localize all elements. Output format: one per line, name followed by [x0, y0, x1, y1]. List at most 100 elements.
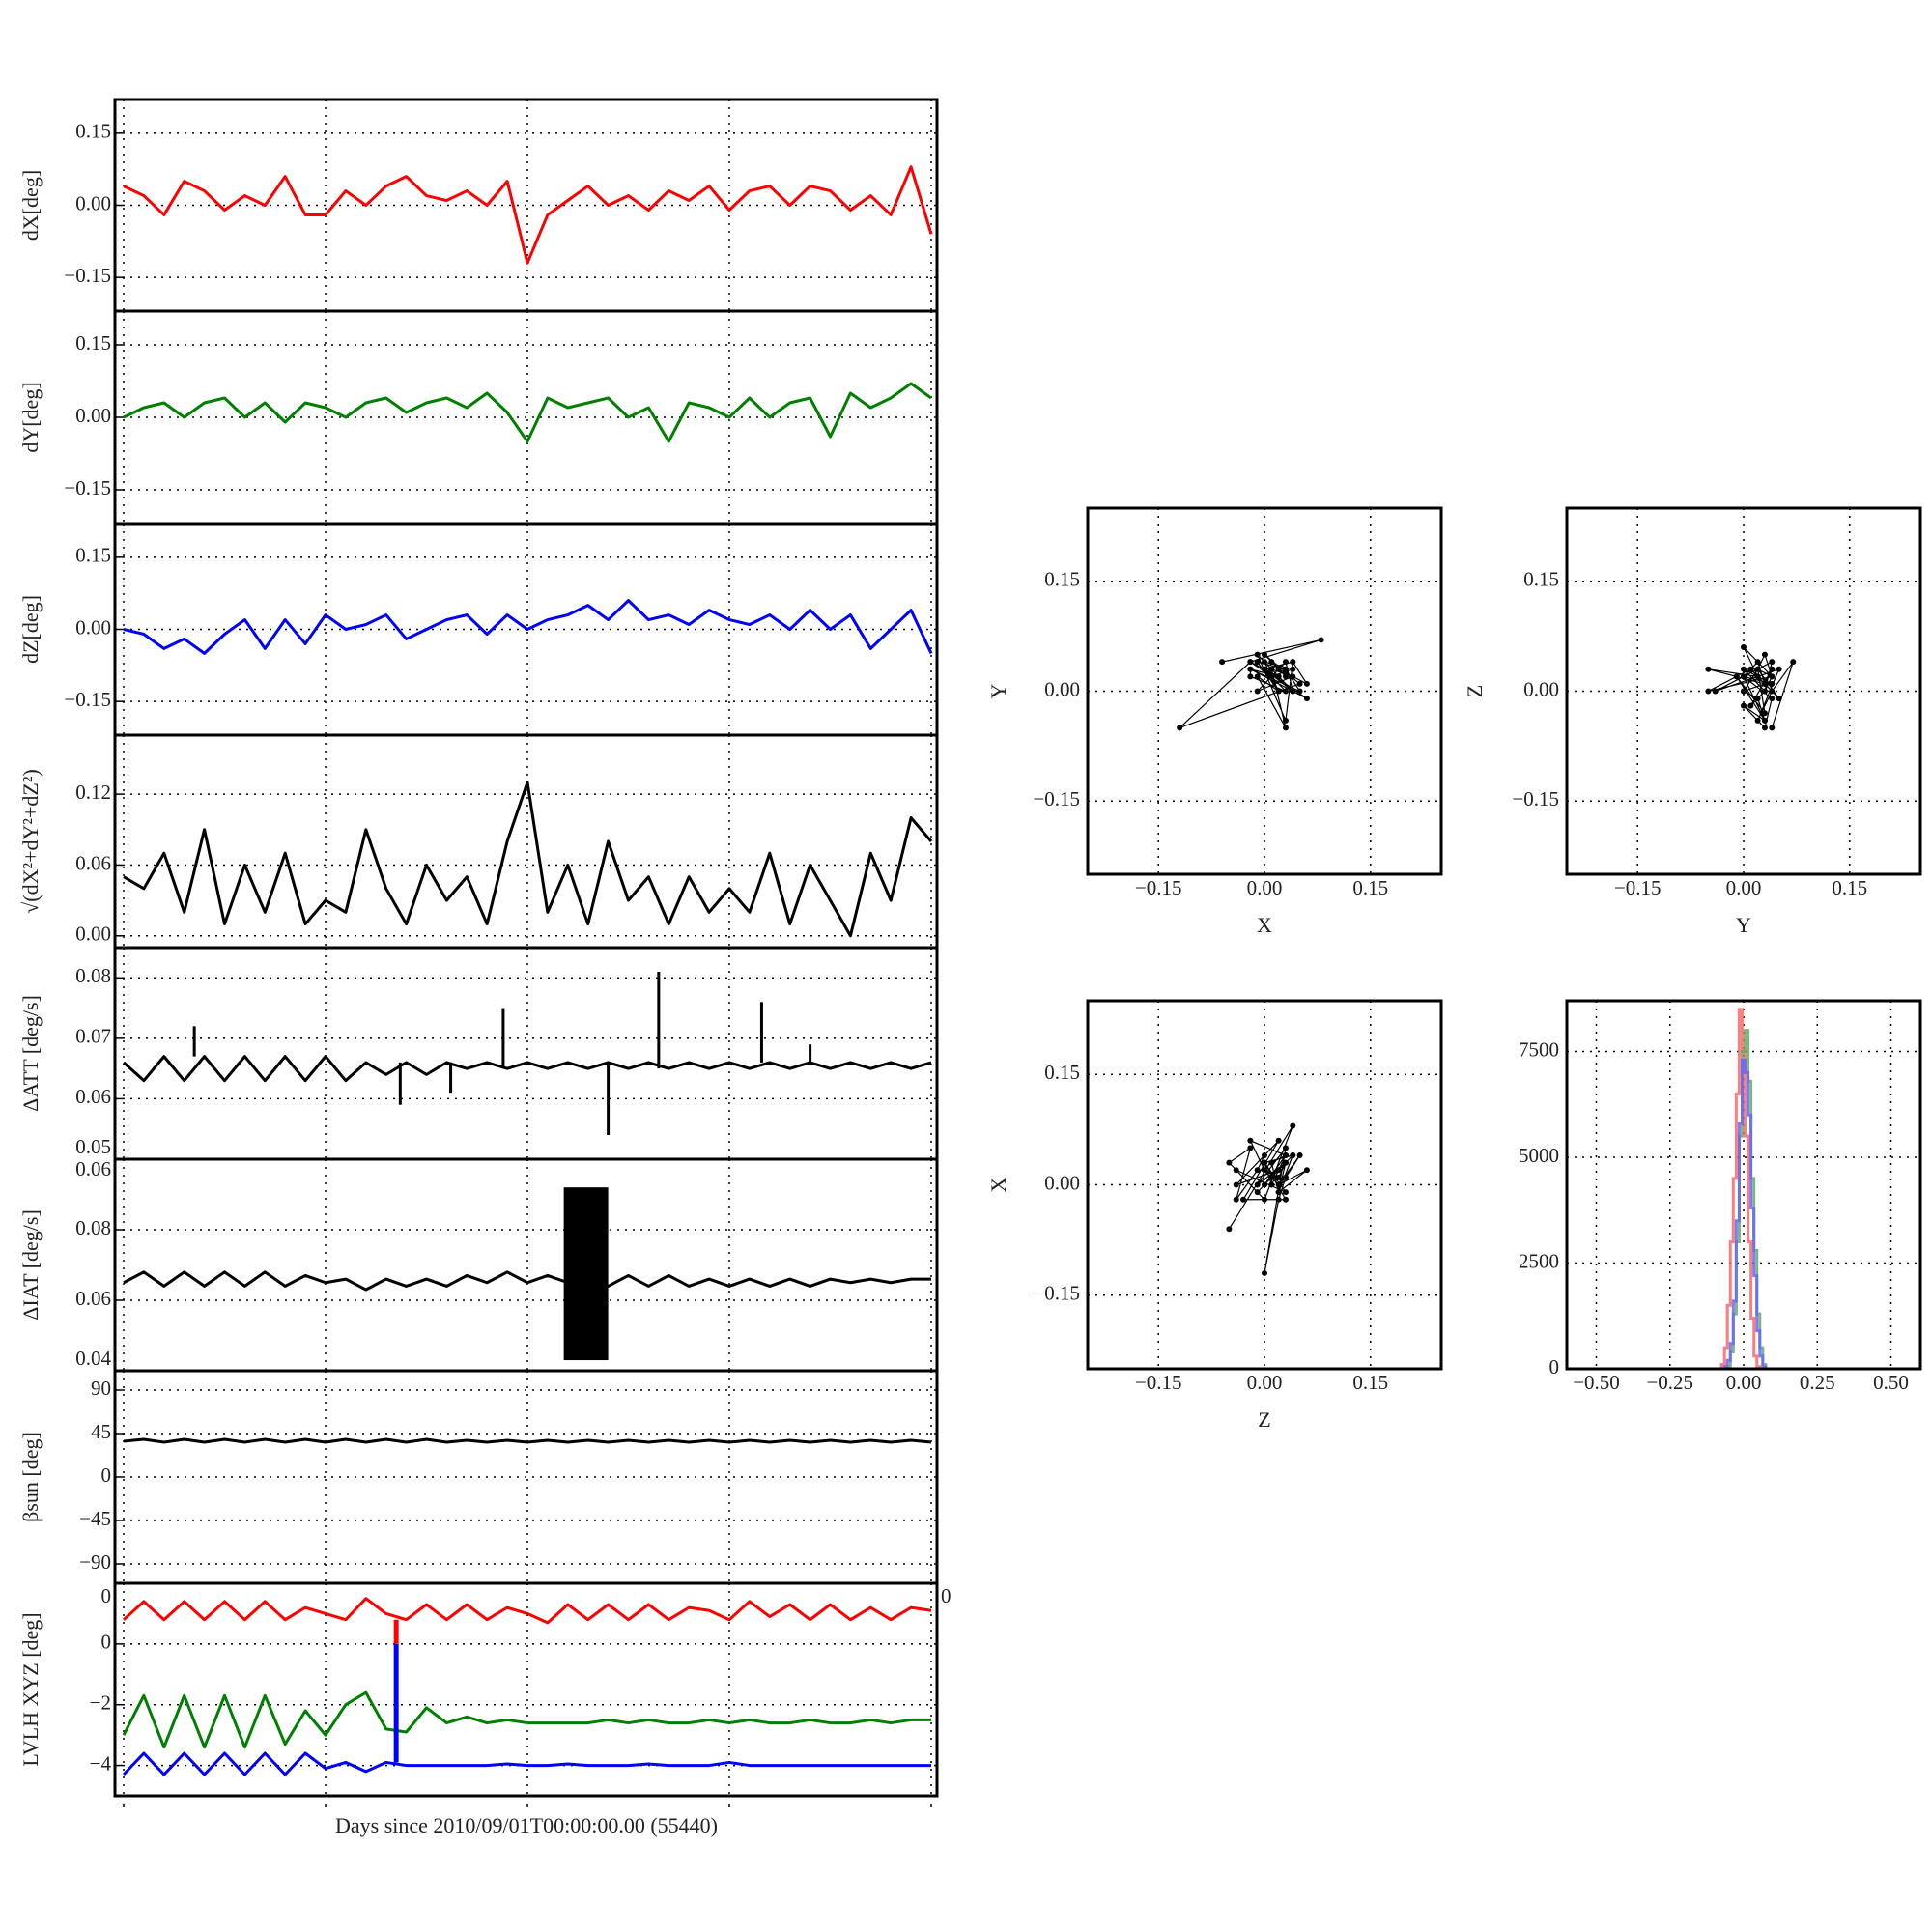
panel-lvlh	[113, 1581, 939, 1798]
y-axis-label: ΔIAT [deg/s]	[18, 1209, 43, 1321]
scatter-point	[1747, 702, 1754, 709]
scatter-point	[1247, 1145, 1254, 1151]
y-tick-label: 2500	[1519, 1249, 1559, 1272]
scatter-point	[1233, 1181, 1239, 1188]
scatter-point	[1769, 724, 1776, 731]
y-tick-label: 0.00	[1523, 677, 1559, 700]
scatter-point	[1275, 673, 1282, 680]
scatter-zx	[1086, 999, 1443, 1371]
y-tick-label: 0.00	[75, 191, 111, 214]
axes-frame	[1086, 506, 1443, 876]
scatter-point	[1282, 688, 1289, 695]
y-tick-label: 0.06	[75, 1157, 111, 1180]
scatter-point	[1741, 666, 1747, 672]
scatter-point	[1733, 673, 1740, 680]
x-tick-label: −0.15	[1135, 1371, 1182, 1394]
scatter-point	[1282, 666, 1289, 672]
scatter-point	[1247, 673, 1254, 680]
scatter-point	[1262, 1196, 1267, 1203]
scatter-point	[1268, 1159, 1275, 1166]
scatter-point	[1282, 1145, 1289, 1151]
scatter-point	[1275, 1189, 1282, 1196]
scatter-point	[1776, 666, 1782, 672]
scatter-point	[1761, 680, 1768, 687]
scatter-point	[1233, 1196, 1239, 1203]
x-tick-label: 0.00	[1247, 876, 1283, 899]
y-tick-label: 0.00	[75, 923, 111, 946]
scatter-point	[1233, 1167, 1239, 1174]
scatter-point	[1240, 1196, 1247, 1203]
y-axis-label: Y	[986, 683, 1010, 698]
x-tick-label: 0.00	[1726, 1371, 1762, 1394]
scatter-point	[1282, 1174, 1289, 1180]
x-tick-label: 0	[101, 1584, 112, 1607]
y-tick-label: 0	[101, 1463, 112, 1487]
y-tick-label: 90	[91, 1377, 111, 1400]
scatter-point	[1247, 666, 1254, 672]
y-tick-label: −0.15	[1512, 787, 1559, 810]
y-tick-label: −90	[79, 1550, 111, 1574]
series-line-x	[122, 1597, 932, 1625]
scatter-point	[1296, 688, 1303, 695]
scatter-point	[1761, 710, 1768, 717]
panel-frame	[113, 1581, 939, 1798]
scatter-point	[1262, 666, 1267, 672]
scatter-point	[1769, 666, 1776, 672]
scatter-point	[1754, 696, 1761, 702]
panel-frame	[113, 946, 939, 1161]
y-tick-label: −0.15	[64, 476, 111, 499]
y-tick-label: 7500	[1519, 1037, 1559, 1061]
scatter-point	[1275, 1167, 1282, 1174]
scatter-point	[1790, 659, 1797, 666]
axes-frame	[1565, 999, 1922, 1371]
y-axis-label: Z	[1463, 685, 1487, 697]
y-tick-label: 0.05	[75, 1135, 111, 1158]
series-line-dx	[123, 165, 933, 265]
y-tick-label: 0.00	[1044, 1171, 1080, 1194]
scatter-trace	[1708, 646, 1794, 729]
y-tick-label: 0.15	[1044, 568, 1080, 591]
scatter-point	[1741, 644, 1747, 651]
x-axis-label: Days since 2010/09/01T00:00:00.00 (55440…	[335, 1813, 718, 1837]
scatter-point	[1247, 1137, 1254, 1144]
y-tick-label: 5000	[1519, 1144, 1559, 1167]
scatter-point	[1741, 702, 1747, 709]
scatter-point	[1296, 1152, 1303, 1159]
scatter-xy	[1086, 506, 1443, 876]
scatter-point	[1769, 673, 1776, 680]
y-tick-label: −0.15	[64, 264, 111, 287]
scatter-point	[1254, 651, 1261, 658]
y-tick-label: 0.15	[75, 544, 111, 567]
scatter-point	[1268, 1181, 1275, 1188]
scatter-point	[1262, 1152, 1267, 1159]
y-tick-label: 0.08	[75, 964, 111, 987]
panel-dx	[113, 98, 939, 313]
y-tick-label: 0.15	[75, 120, 111, 143]
scatter-point	[1290, 1122, 1296, 1129]
y-axis-label: X	[986, 1177, 1010, 1192]
y-tick-label: −2	[90, 1691, 111, 1715]
scatter-point	[1303, 1167, 1310, 1174]
scatter-point	[1769, 696, 1776, 702]
scatter-point	[1282, 1152, 1289, 1159]
scatter-point	[1268, 659, 1275, 666]
y-tick-label: 0.15	[1044, 1061, 1080, 1084]
panel-frame	[113, 733, 939, 950]
series-line-dz	[123, 599, 933, 655]
y-tick-label: 0.12	[75, 781, 111, 804]
y-axis-label: dX[deg]	[18, 170, 43, 241]
x-tick-label: 0.15	[1352, 876, 1388, 899]
scatter-point	[1268, 673, 1275, 680]
y-tick-label: 0	[101, 1631, 112, 1654]
scatter-point	[1290, 688, 1296, 695]
scatter-point	[1282, 659, 1289, 666]
series-line-y	[122, 1690, 931, 1749]
y-tick-label: −0.15	[1033, 1282, 1080, 1305]
series-line-z	[122, 1751, 931, 1776]
scatter-point	[1754, 673, 1761, 680]
scatter-point	[1303, 696, 1310, 702]
x-tick-label: −0.15	[1614, 876, 1662, 899]
series-line-diat	[123, 1270, 931, 1292]
scatter-point	[1268, 666, 1275, 672]
